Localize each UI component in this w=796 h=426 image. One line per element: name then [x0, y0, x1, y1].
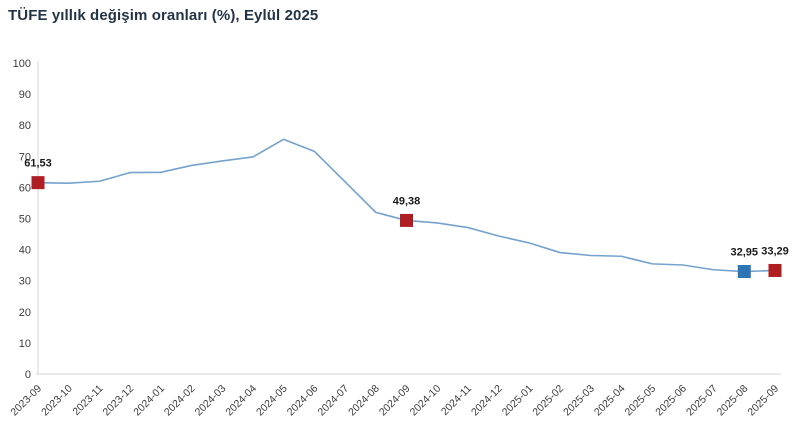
y-axis-tick-label: 70: [19, 151, 31, 163]
x-axis-label: 2025-04: [592, 383, 628, 419]
x-axis-label: 2024-05: [254, 383, 290, 419]
x-axis-label: 2024-12: [469, 383, 505, 419]
y-axis-tick-label: 80: [19, 120, 31, 132]
x-axis-label: 2024-08: [346, 383, 382, 419]
x-axis-label: 2024-03: [193, 383, 229, 419]
y-axis-tick-label: 100: [13, 58, 31, 70]
x-axis-label: 2025-06: [653, 383, 689, 419]
x-axis-label: 2025-05: [623, 383, 659, 419]
data-label: 32,95: [731, 247, 759, 259]
x-axis-label: 2024-11: [439, 383, 474, 418]
x-axis-label: 2024-06: [285, 383, 321, 419]
data-label: 61,53: [24, 158, 52, 170]
y-axis-tick-label: 40: [19, 245, 31, 257]
x-axis-label: 2023-10: [39, 383, 75, 419]
x-axis-label: 2025-01: [500, 383, 536, 419]
y-axis-tick-label: 50: [19, 214, 31, 226]
x-axis-label: 2023-11: [70, 383, 105, 418]
y-axis-tick-label: 10: [19, 338, 31, 350]
x-axis-label: 2023-09: [8, 383, 44, 419]
x-axis-label: 2024-07: [315, 383, 351, 419]
x-axis-label: 2025-09: [745, 383, 781, 419]
data-label: 49,38: [393, 195, 421, 207]
y-axis-tick-label: 60: [19, 182, 31, 194]
x-axis-label: 2025-02: [530, 383, 566, 419]
data-marker[interactable]: [768, 263, 782, 277]
x-axis-label: 2024-02: [162, 383, 198, 419]
x-axis-label: 2023-12: [101, 383, 137, 419]
x-axis-label: 2024-01: [131, 383, 167, 419]
data-marker[interactable]: [400, 213, 413, 227]
x-axis-label: 2024-09: [377, 383, 413, 419]
x-axis-label: 2025-08: [715, 383, 751, 419]
y-axis-tick-label: 20: [19, 307, 31, 319]
x-axis-label: 2025-07: [684, 383, 720, 419]
data-marker[interactable]: [31, 176, 45, 190]
y-axis-tick-label: 0: [25, 369, 31, 381]
data-label: 33,29: [761, 245, 789, 257]
data-marker[interactable]: [737, 265, 751, 279]
x-axis-label: 2025-03: [561, 383, 597, 419]
x-axis-label: 2024-04: [223, 383, 259, 419]
y-axis-tick-label: 30: [19, 276, 31, 288]
y-axis-tick-label: 90: [19, 89, 31, 101]
x-axis-label: 2024-10: [408, 383, 444, 419]
chart-title: TÜFE yıllık değişim oranları (%), Eylül …: [8, 7, 319, 24]
